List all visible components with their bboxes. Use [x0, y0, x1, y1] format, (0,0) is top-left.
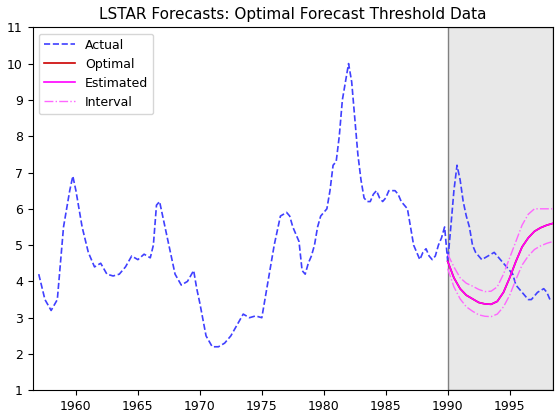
Interval — [519, 223, 525, 228]
Estimated — [537, 225, 544, 230]
Optimal — [451, 275, 458, 280]
Estimated — [500, 290, 507, 295]
Interval — [444, 252, 451, 257]
Estimated — [525, 235, 531, 240]
Interval — [457, 275, 464, 280]
Line: Optimal: Optimal — [447, 223, 553, 304]
Estimated — [482, 302, 488, 307]
Estimated — [469, 297, 476, 302]
Optimal — [475, 300, 482, 305]
Line: Estimated: Estimated — [447, 223, 553, 304]
Estimated — [519, 244, 525, 249]
Line: Actual: Actual — [39, 63, 550, 347]
Optimal — [537, 225, 544, 230]
Actual — [35, 272, 42, 277]
Optimal — [525, 235, 531, 240]
Optimal — [550, 221, 557, 226]
Optimal — [544, 223, 550, 228]
Interval — [463, 281, 470, 286]
Estimated — [506, 275, 513, 280]
Interval — [537, 206, 544, 211]
Actual — [466, 224, 473, 229]
Legend: Actual, Optimal, Estimated, Interval: Actual, Optimal, Estimated, Interval — [39, 34, 153, 114]
Optimal — [506, 275, 513, 280]
Actual — [320, 210, 327, 215]
Interval — [482, 289, 488, 294]
Optimal — [482, 302, 488, 307]
Optimal — [531, 229, 538, 234]
Interval — [475, 287, 482, 292]
Estimated — [451, 275, 458, 280]
Interval — [488, 289, 494, 294]
Interval — [544, 206, 550, 211]
Optimal — [463, 293, 470, 298]
Estimated — [475, 300, 482, 305]
Actual — [547, 297, 553, 302]
Title: LSTAR Forecasts: Optimal Forecast Threshold Data: LSTAR Forecasts: Optimal Forecast Thresh… — [99, 7, 487, 22]
Interval — [531, 206, 538, 211]
Actual — [209, 344, 216, 349]
Optimal — [444, 259, 451, 264]
Interval — [500, 272, 507, 277]
Estimated — [512, 259, 519, 264]
Optimal — [469, 297, 476, 302]
Actual — [447, 224, 454, 229]
Optimal — [488, 302, 494, 307]
Estimated — [531, 229, 538, 234]
Interval — [469, 284, 476, 289]
Line: Interval: Interval — [447, 209, 553, 291]
Optimal — [457, 286, 464, 291]
Estimated — [444, 259, 451, 264]
Estimated — [457, 286, 464, 291]
Estimated — [463, 293, 470, 298]
Actual — [234, 323, 240, 328]
Bar — [447, 27, 553, 390]
Interval — [506, 255, 513, 260]
Optimal — [512, 259, 519, 264]
Interval — [494, 284, 501, 289]
Interval — [525, 212, 531, 217]
Actual — [417, 257, 423, 262]
Estimated — [544, 223, 550, 228]
Optimal — [519, 244, 525, 249]
Interval — [550, 206, 557, 211]
Estimated — [494, 299, 501, 304]
Estimated — [488, 302, 494, 307]
Interval — [512, 239, 519, 244]
Optimal — [500, 290, 507, 295]
Estimated — [550, 221, 557, 226]
Actual — [345, 61, 352, 66]
Actual — [361, 195, 367, 200]
Optimal — [494, 299, 501, 304]
Interval — [451, 264, 458, 269]
